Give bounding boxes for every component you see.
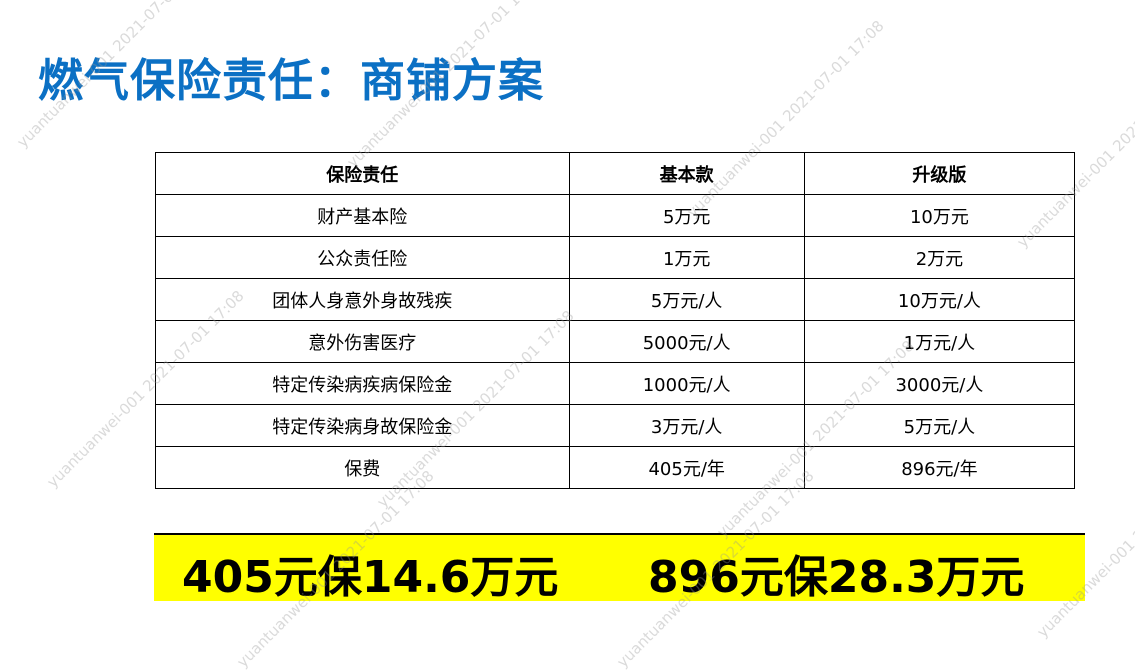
cell: 财产基本险 bbox=[155, 194, 570, 237]
basic-summary: 405元保14.6万元 bbox=[182, 552, 559, 603]
cell: 896元/年 bbox=[803, 446, 1076, 489]
highlight-band: 405元保14.6万元 896元保28.3万元 bbox=[154, 533, 1085, 603]
upgrade-summary: 896元保28.3万元 bbox=[648, 552, 1025, 603]
cell: 405元/年 bbox=[568, 446, 805, 489]
header-basic: 基本款 bbox=[568, 152, 805, 195]
page-title: 燃气保险责任：商铺方案 bbox=[38, 54, 545, 107]
cell: 特定传染病疾病保险金 bbox=[155, 362, 570, 405]
cell: 1000元/人 bbox=[568, 362, 805, 405]
table-row: 特定传染病身故保险金 3万元/人 5万元/人 bbox=[155, 404, 1076, 447]
cell: 意外伤害医疗 bbox=[155, 320, 570, 363]
cell: 5万元 bbox=[568, 194, 805, 237]
cell: 3万元/人 bbox=[568, 404, 805, 447]
cell: 团体人身意外身故残疾 bbox=[155, 278, 570, 321]
cell: 5万元/人 bbox=[568, 278, 805, 321]
table-row: 特定传染病疾病保险金 1000元/人 3000元/人 bbox=[155, 362, 1076, 405]
cell: 3000元/人 bbox=[803, 362, 1076, 405]
table-row: 保费 405元/年 896元/年 bbox=[155, 446, 1076, 489]
table-row: 团体人身意外身故残疾 5万元/人 10万元/人 bbox=[155, 278, 1076, 321]
cell: 10万元/人 bbox=[803, 278, 1076, 321]
table-header-row: 保险责任 基本款 升级版 bbox=[155, 152, 1076, 195]
insurance-table: 保险责任 基本款 升级版 财产基本险 5万元 10万元 公众责任险 1万元 2万元 团体… bbox=[155, 152, 1076, 489]
table-row: 财产基本险 5万元 10万元 bbox=[155, 194, 1076, 237]
cell: 5万元/人 bbox=[803, 404, 1076, 447]
cell: 5000元/人 bbox=[568, 320, 805, 363]
cell: 1万元 bbox=[568, 236, 805, 279]
cell: 2万元 bbox=[803, 236, 1076, 279]
table-row: 公众责任险 1万元 2万元 bbox=[155, 236, 1076, 279]
header-upgrade: 升级版 bbox=[803, 152, 1076, 195]
cell: 特定传染病身故保险金 bbox=[155, 404, 570, 447]
cell: 10万元 bbox=[803, 194, 1076, 237]
cell: 1万元/人 bbox=[803, 320, 1076, 363]
cell: 公众责任险 bbox=[155, 236, 570, 279]
table-row: 意外伤害医疗 5000元/人 1万元/人 bbox=[155, 320, 1076, 363]
header-coverage: 保险责任 bbox=[155, 152, 570, 195]
cell: 保费 bbox=[155, 446, 570, 489]
